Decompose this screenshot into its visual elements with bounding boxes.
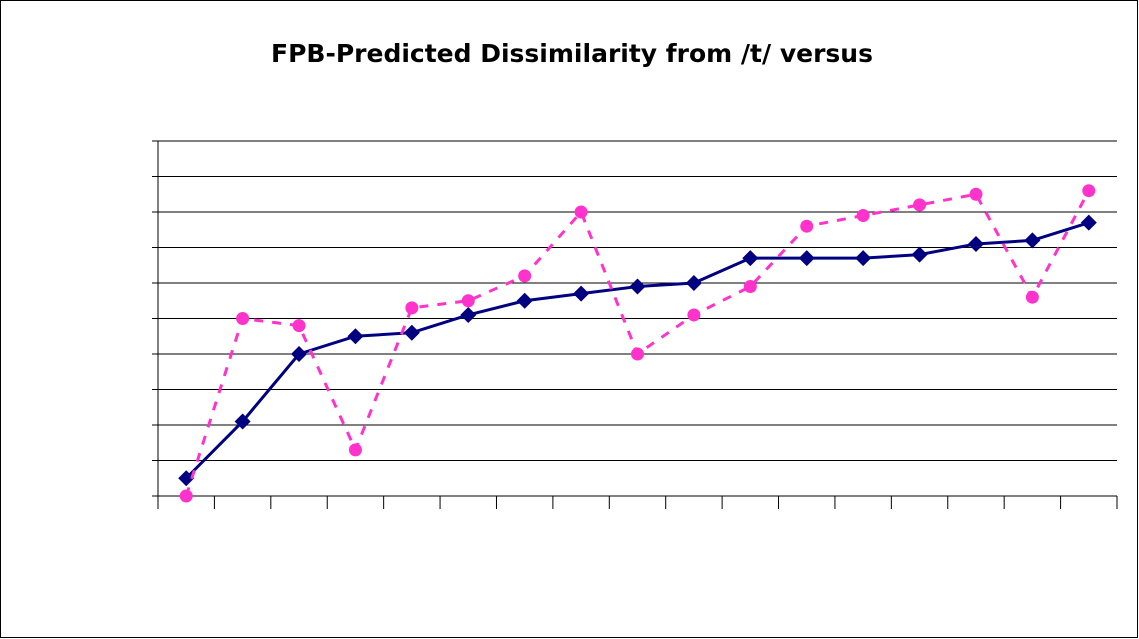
point <box>461 294 475 308</box>
point <box>743 280 757 294</box>
point <box>798 250 815 267</box>
point <box>1080 214 1097 231</box>
point <box>178 470 195 487</box>
point <box>236 312 250 325</box>
point <box>574 205 588 219</box>
point <box>292 319 306 333</box>
point <box>856 209 870 223</box>
point <box>1024 232 1041 249</box>
point <box>347 328 364 345</box>
point <box>685 275 702 291</box>
point <box>631 347 644 361</box>
point <box>913 198 927 212</box>
point <box>234 413 251 430</box>
point <box>969 187 983 201</box>
point <box>460 306 477 323</box>
point <box>348 443 362 457</box>
point <box>1025 290 1039 304</box>
point <box>855 250 872 267</box>
point <box>800 219 814 233</box>
point <box>629 278 646 295</box>
point <box>291 346 308 362</box>
point <box>1082 184 1096 198</box>
point <box>573 285 590 302</box>
point <box>967 235 984 252</box>
chart-title: FPB-Predicted Dissimilarity from /t/ ver… <box>271 39 873 68</box>
point <box>742 250 759 267</box>
point <box>911 246 928 263</box>
point <box>403 324 420 341</box>
point <box>405 301 419 315</box>
point <box>516 292 533 309</box>
point <box>179 489 193 503</box>
point <box>687 308 701 322</box>
point <box>518 269 532 283</box>
